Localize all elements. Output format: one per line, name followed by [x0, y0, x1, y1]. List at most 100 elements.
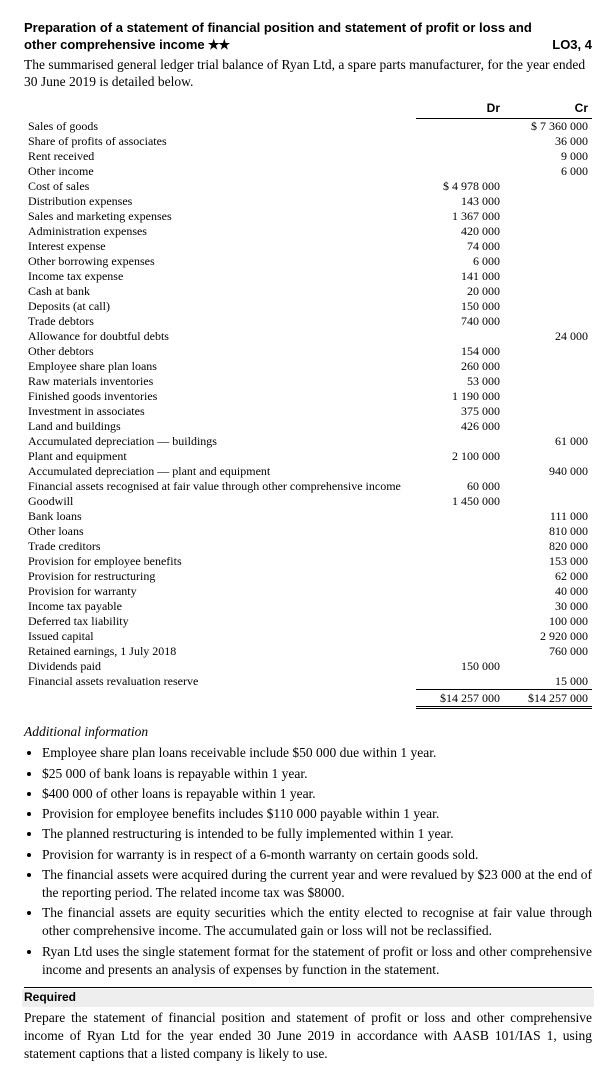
row-cr — [504, 254, 592, 269]
rating-stars: ★★ — [208, 37, 229, 52]
row-dr — [416, 434, 504, 449]
table-row: Trade creditors 820 000 — [24, 539, 592, 554]
row-dr — [416, 569, 504, 584]
row-cr — [504, 179, 592, 194]
required-section: Required Prepare the statement of financ… — [24, 987, 592, 1063]
row-cr — [504, 344, 592, 359]
table-row: Other loans810 000 — [24, 524, 592, 539]
row-cr: 2 920 000 — [504, 629, 592, 644]
row-cr — [504, 239, 592, 254]
row-label: Sales of goods — [24, 118, 416, 134]
row-dr — [416, 584, 504, 599]
list-item: Provision for employee benefits includes… — [42, 805, 592, 823]
row-cr: 153 000 — [504, 554, 592, 569]
row-label: Investment in associates — [24, 404, 416, 419]
row-cr — [504, 659, 592, 674]
row-dr: 420 000 — [416, 224, 504, 239]
row-label: Dividends paid — [24, 659, 416, 674]
row-label: Land and buildings — [24, 419, 416, 434]
row-cr — [504, 479, 592, 494]
table-row: Other borrowing expenses6 000 — [24, 254, 592, 269]
row-label: Income tax payable — [24, 599, 416, 614]
row-dr — [416, 164, 504, 179]
row-cr — [504, 299, 592, 314]
table-row: Allowance for doubtful debts24 000 — [24, 329, 592, 344]
table-row: Cost of sales$ 4 978 000 — [24, 179, 592, 194]
row-cr — [504, 194, 592, 209]
row-dr: 426 000 — [416, 419, 504, 434]
row-label: Financial assets recognised at fair valu… — [24, 479, 416, 494]
col-dr: Dr — [416, 101, 504, 119]
table-row: Bank loans111 000 — [24, 509, 592, 524]
row-label: Provision for restructuring — [24, 569, 416, 584]
row-cr: 62 000 — [504, 569, 592, 584]
row-cr: 940 000 — [504, 464, 592, 479]
row-label: Sales and marketing expenses — [24, 209, 416, 224]
row-dr: 154 000 — [416, 344, 504, 359]
row-label: Finished goods inventories — [24, 389, 416, 404]
row-cr: 100 000 — [504, 614, 592, 629]
table-row: Income tax payable30 000 — [24, 599, 592, 614]
row-label: Bank loans — [24, 509, 416, 524]
trial-balance-table: Dr Cr Sales of goods$ 7 360 000Share of … — [24, 101, 592, 709]
row-label: Plant and equipment — [24, 449, 416, 464]
row-cr: 6 000 — [504, 164, 592, 179]
row-label: Retained earnings, 1 July 2018 — [24, 644, 416, 659]
row-cr: 36 000 — [504, 134, 592, 149]
required-label: Required — [22, 989, 594, 1007]
row-label: Accumulated depreciation — buildings — [24, 434, 416, 449]
table-row: Share of profits of associates 36 000 — [24, 134, 592, 149]
row-cr: 24 000 — [504, 329, 592, 344]
total-dr: $14 257 000 — [416, 689, 504, 707]
row-label: Issued capital — [24, 629, 416, 644]
table-row: Interest expense74 000 — [24, 239, 592, 254]
list-item: The planned restructuring is intended to… — [42, 825, 592, 843]
row-label: Provision for warranty — [24, 584, 416, 599]
row-dr — [416, 674, 504, 690]
row-label: Trade debtors — [24, 314, 416, 329]
row-cr — [504, 374, 592, 389]
list-item: Provision for warranty is in respect of … — [42, 846, 592, 864]
row-label: Goodwill — [24, 494, 416, 509]
row-dr: 20 000 — [416, 284, 504, 299]
title-row: other comprehensive income ★★ LO3, 4 — [24, 37, 592, 54]
row-dr — [416, 509, 504, 524]
table-row: Provision for warranty 40 000 — [24, 584, 592, 599]
row-dr: 1 367 000 — [416, 209, 504, 224]
row-dr: 53 000 — [416, 374, 504, 389]
learning-objective: LO3, 4 — [552, 37, 592, 54]
row-dr — [416, 554, 504, 569]
row-dr: 260 000 — [416, 359, 504, 374]
row-label: Share of profits of associates — [24, 134, 416, 149]
row-cr: 820 000 — [504, 539, 592, 554]
row-dr — [416, 464, 504, 479]
row-cr — [504, 404, 592, 419]
row-cr: 40 000 — [504, 584, 592, 599]
row-cr — [504, 359, 592, 374]
row-dr: 6 000 — [416, 254, 504, 269]
row-label: Income tax expense — [24, 269, 416, 284]
intro-text: The summarised general ledger trial bala… — [24, 56, 592, 91]
row-dr: $ 4 978 000 — [416, 179, 504, 194]
row-dr — [416, 644, 504, 659]
row-dr — [416, 524, 504, 539]
row-cr: 760 000 — [504, 644, 592, 659]
row-label: Trade creditors — [24, 539, 416, 554]
row-label: Rent received — [24, 149, 416, 164]
row-label: Deferred tax liability — [24, 614, 416, 629]
table-row: Deposits (at call)150 000 — [24, 299, 592, 314]
table-row: Financial assets revaluation reserve15 0… — [24, 674, 592, 690]
row-cr — [504, 224, 592, 239]
required-text: Prepare the statement of financial posit… — [24, 1009, 592, 1064]
col-cr: Cr — [504, 101, 592, 119]
list-item: The financial assets were acquired durin… — [42, 866, 592, 902]
list-item: $400 000 of other loans is repayable wit… — [42, 785, 592, 803]
row-dr: 1 190 000 — [416, 389, 504, 404]
table-row: Plant and equipment2 100 000 — [24, 449, 592, 464]
additional-info-list: Employee share plan loans receivable inc… — [24, 744, 592, 979]
row-dr: 150 000 — [416, 659, 504, 674]
row-label: Raw materials inventories — [24, 374, 416, 389]
title-line-1: Preparation of a statement of financial … — [24, 20, 592, 37]
list-item: The financial assets are equity securiti… — [42, 904, 592, 940]
table-row: Administration expenses420 000 — [24, 224, 592, 239]
